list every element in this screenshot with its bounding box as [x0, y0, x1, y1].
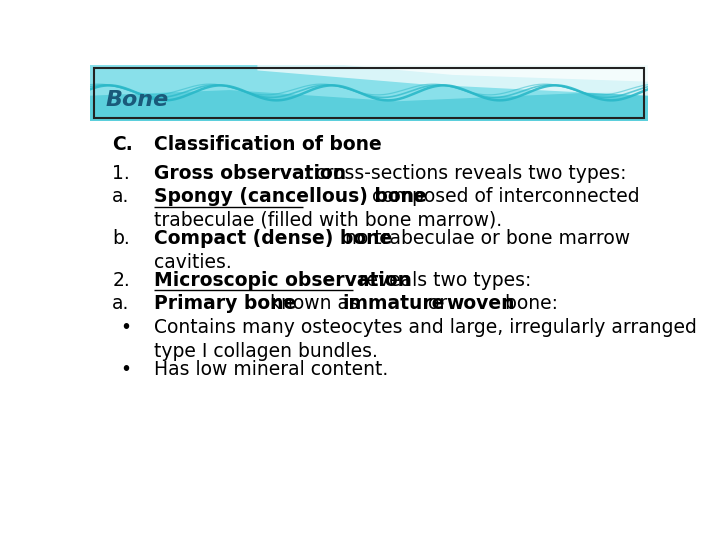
Text: a.: a.: [112, 187, 130, 206]
Text: Has low mineral content.: Has low mineral content.: [154, 360, 388, 379]
Text: or: or: [422, 294, 454, 313]
Text: a.: a.: [112, 294, 130, 313]
Bar: [94, 68, 644, 118]
Text: woven: woven: [446, 294, 515, 313]
Polygon shape: [341, 65, 648, 82]
Text: Compact (dense) bone: Compact (dense) bone: [154, 229, 392, 248]
Text: Gross observation: Gross observation: [154, 164, 346, 183]
Text: : cross-sections reveals two types:: : cross-sections reveals two types:: [303, 164, 626, 183]
Bar: [90, 65, 648, 121]
Text: •: •: [121, 318, 132, 337]
Text: b.: b.: [112, 229, 130, 248]
Text: C.: C.: [112, 136, 133, 154]
Text: 2.: 2.: [112, 271, 130, 290]
Text: •: •: [121, 360, 132, 379]
Text: known as: known as: [264, 294, 365, 313]
Text: reveals two types:: reveals two types:: [354, 271, 531, 290]
Text: immature: immature: [343, 294, 445, 313]
Polygon shape: [90, 65, 648, 102]
Text: composed of interconnected: composed of interconnected: [366, 187, 639, 206]
Text: Bone: Bone: [106, 90, 169, 110]
Polygon shape: [258, 65, 648, 96]
Text: Classification of bone: Classification of bone: [154, 136, 382, 154]
Text: Microscopic observation: Microscopic observation: [154, 271, 411, 290]
Text: trabeculae (filled with bone marrow).: trabeculae (filled with bone marrow).: [154, 211, 503, 230]
Text: Contains many osteocytes and large, irregularly arranged: Contains many osteocytes and large, irre…: [154, 318, 697, 337]
Text: 1.: 1.: [112, 164, 130, 183]
Text: type I collagen bundles.: type I collagen bundles.: [154, 342, 378, 361]
Text: Spongy (cancellous) bone: Spongy (cancellous) bone: [154, 187, 427, 206]
Text: Primary bone: Primary bone: [154, 294, 297, 313]
Text: cavities.: cavities.: [154, 253, 232, 272]
Text: bone:: bone:: [500, 294, 558, 313]
Text: no trabeculae or bone marrow: no trabeculae or bone marrow: [339, 229, 630, 248]
